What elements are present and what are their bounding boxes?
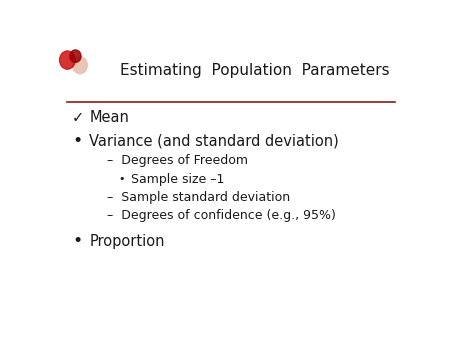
Text: –  Degrees of confidence (e.g., 95%): – Degrees of confidence (e.g., 95%) <box>107 209 336 222</box>
Text: Sample size –1: Sample size –1 <box>131 172 225 186</box>
Text: Mean: Mean <box>90 110 129 125</box>
Text: Proportion: Proportion <box>90 234 165 249</box>
Text: Estimating  Population  Parameters: Estimating Population Parameters <box>120 63 390 78</box>
Text: ✓: ✓ <box>72 110 84 125</box>
Text: •: • <box>72 132 82 150</box>
Text: •: • <box>72 233 82 250</box>
Text: –  Degrees of Freedom: – Degrees of Freedom <box>107 154 248 167</box>
Text: Variance (and standard deviation): Variance (and standard deviation) <box>90 133 339 148</box>
Text: •: • <box>118 174 125 184</box>
Ellipse shape <box>72 57 87 74</box>
Text: –  Sample standard deviation: – Sample standard deviation <box>107 191 290 204</box>
Ellipse shape <box>59 51 75 69</box>
Ellipse shape <box>70 50 81 63</box>
